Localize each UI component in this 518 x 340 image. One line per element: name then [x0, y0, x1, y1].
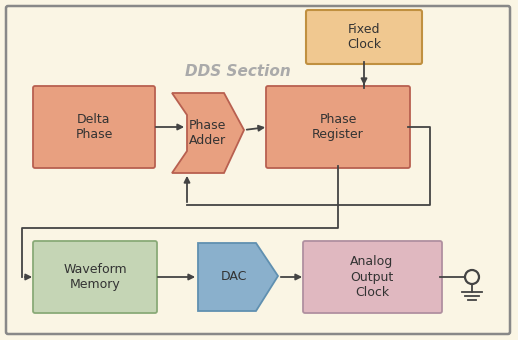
Text: Phase
Register: Phase Register [312, 113, 364, 141]
Text: DAC: DAC [221, 271, 247, 284]
FancyBboxPatch shape [6, 6, 510, 334]
Polygon shape [198, 243, 278, 311]
FancyBboxPatch shape [303, 241, 442, 313]
Text: Fixed
Clock: Fixed Clock [347, 23, 381, 51]
Text: Phase
Adder: Phase Adder [189, 119, 226, 147]
FancyBboxPatch shape [266, 86, 410, 168]
Polygon shape [172, 93, 244, 173]
Text: Delta
Phase: Delta Phase [75, 113, 113, 141]
Text: Analog
Output
Clock: Analog Output Clock [350, 255, 394, 299]
Text: DDS Section: DDS Section [185, 64, 291, 79]
FancyBboxPatch shape [306, 10, 422, 64]
FancyBboxPatch shape [33, 86, 155, 168]
FancyBboxPatch shape [33, 241, 157, 313]
Text: Waveform
Memory: Waveform Memory [63, 263, 127, 291]
